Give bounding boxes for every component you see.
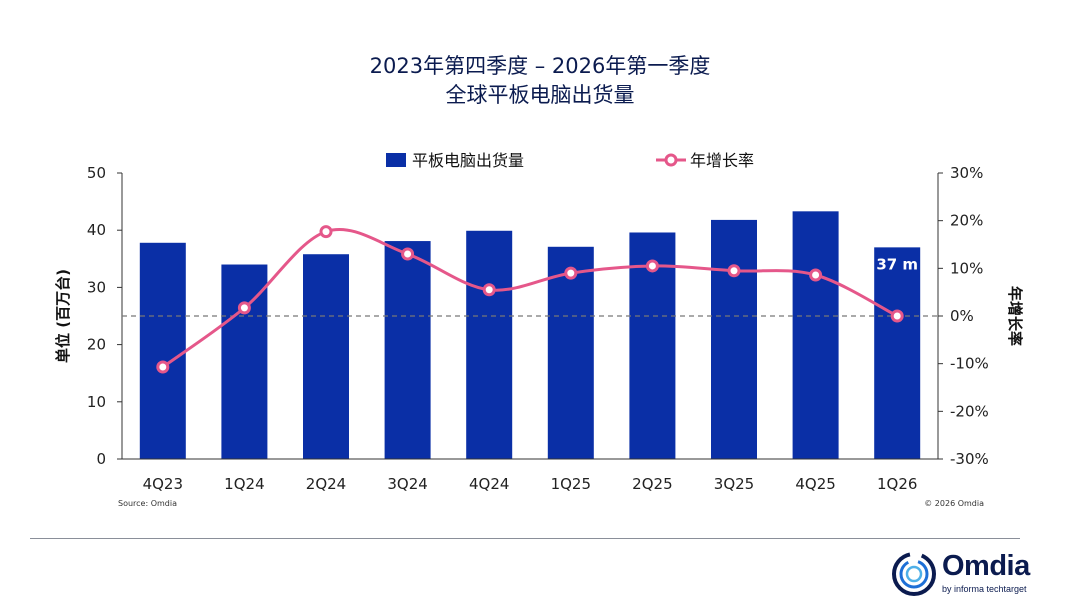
- logo-tagline: by informa techtarget: [942, 584, 1027, 594]
- bar-data-label: 37 m: [876, 255, 918, 273]
- legend-swatch-marker: [664, 153, 678, 167]
- legend-label-line: 年增长率: [690, 151, 754, 170]
- y-right-tick-label: -10%: [950, 355, 989, 373]
- legend-label-bar: 平板电脑出货量: [412, 151, 524, 170]
- x-tick-label: 2Q24: [306, 475, 346, 493]
- y-left-axis-title: 单位 (百万台): [54, 269, 72, 363]
- y-left-tick-label: 40: [87, 221, 106, 239]
- bar: [874, 247, 921, 459]
- y-left-tick-label: 10: [87, 393, 106, 411]
- growth-line: [161, 228, 898, 369]
- x-tick-label: 1Q25: [551, 475, 591, 493]
- combo-chart: 0 10 20 30 40 50 -30% -20% -10% 0% 10% 20% 30% 4Q23 1Q…: [54, 151, 1024, 508]
- bar: [139, 242, 186, 459]
- y-right-tick-label: -30%: [950, 450, 989, 468]
- y-right-tick-label: 0%: [950, 307, 974, 325]
- y-left-tick-label: 0: [96, 450, 106, 468]
- growth-point: [319, 225, 333, 239]
- growth-point: [727, 264, 741, 278]
- bar: [792, 211, 839, 459]
- bar: [547, 246, 594, 459]
- y-right-axis-title: 年增长率: [1006, 286, 1024, 346]
- chart-title: 2023年第四季度 – 2026年第一季度 全球平板电脑出货量: [0, 52, 1080, 110]
- growth-point: [237, 301, 251, 315]
- x-tick-label: 1Q26: [877, 475, 917, 493]
- y-left-tick-label: 30: [87, 278, 106, 296]
- bar: [303, 254, 349, 459]
- legend-swatch-bar: [386, 153, 406, 167]
- bar: [384, 241, 431, 459]
- x-tick-label: 3Q25: [714, 475, 754, 493]
- y-left-tick-label: 20: [87, 336, 106, 354]
- y-left-tick-label: 50: [87, 164, 106, 182]
- x-tick-label: 1Q24: [224, 475, 264, 493]
- bar: [711, 219, 757, 459]
- y-right-tick-label: -20%: [950, 402, 989, 420]
- y-right-tick-label: 10%: [950, 259, 983, 277]
- y-right-tick-label: 20%: [950, 212, 983, 230]
- x-tick-label: 4Q24: [469, 475, 509, 493]
- bar: [466, 230, 513, 459]
- growth-point: [564, 266, 578, 280]
- y-right-tick-label: 30%: [950, 164, 983, 182]
- bar: [221, 264, 268, 459]
- omdia-logo-mark-icon: [892, 552, 936, 596]
- chart-title-line1: 2023年第四季度 – 2026年第一季度: [369, 54, 711, 78]
- source-note: Source: Omdia: [118, 499, 177, 508]
- x-tick-label: 3Q24: [387, 475, 427, 493]
- growth-point: [156, 360, 170, 374]
- growth-point: [809, 268, 823, 282]
- x-tick-label: 4Q23: [143, 475, 183, 493]
- growth-point: [645, 259, 659, 273]
- growth-point: [401, 247, 415, 261]
- copyright-note: © 2026 Omdia: [924, 499, 984, 508]
- chart-title-line2: 全球平板电脑出货量: [445, 83, 635, 107]
- growth-point: [890, 309, 904, 323]
- omdia-logo: Omdia by informa techtarget: [890, 550, 1050, 600]
- logo-wordmark: Omdia: [942, 550, 1030, 582]
- growth-point: [482, 283, 496, 297]
- footer-divider: [30, 538, 1020, 539]
- x-tick-label: 2Q25: [632, 475, 672, 493]
- x-tick-label: 4Q25: [795, 475, 835, 493]
